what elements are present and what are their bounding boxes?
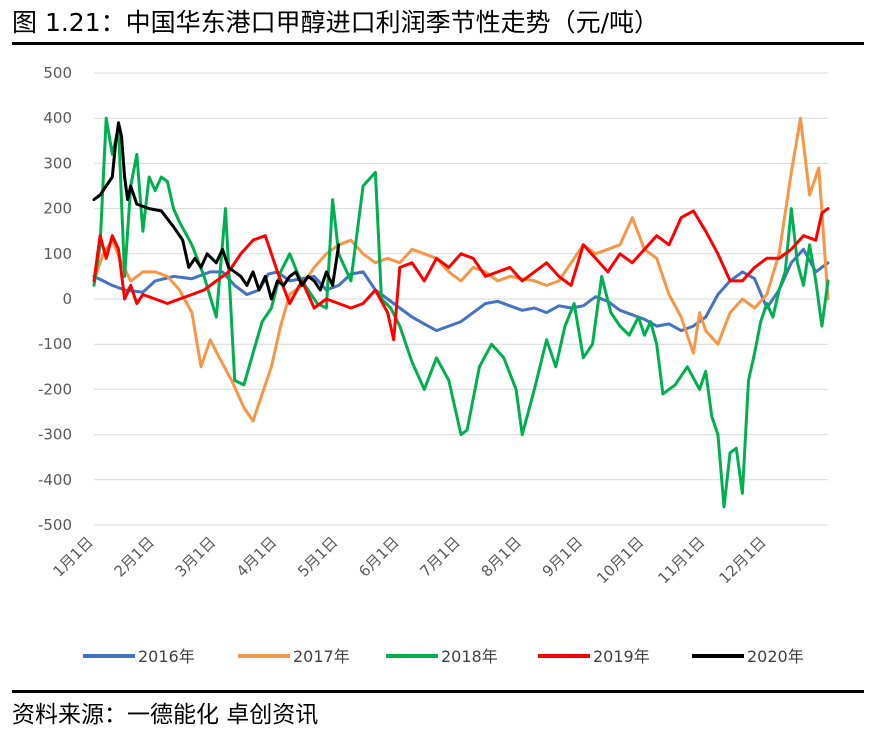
x-tick-label: 8月1日: [478, 533, 525, 580]
footer-divider: [12, 690, 864, 693]
source-note: 资料来源：一德能化 卓创资讯: [12, 702, 319, 728]
x-tick-label: 4月1日: [233, 533, 280, 580]
x-tick-label: 2月1日: [111, 533, 158, 580]
line-chart: 500 400 300 200 100 0 -100 -200 -300 -400 -500 1月1…: [38, 64, 830, 666]
series-line-2018年: [92, 116, 830, 509]
series-line-2016年: [92, 247, 830, 333]
series-lines: [92, 116, 830, 509]
legend-label: 2016年: [138, 647, 195, 666]
y-tick-label: 0: [62, 290, 72, 308]
x-tick-label: 11月1日: [654, 533, 708, 587]
y-axis-ticks: 500 400 300 200 100 0 -100 -200 -300 -400 -500: [38, 64, 72, 534]
legend-label: 2019年: [593, 647, 650, 666]
x-axis-ticks: 1月1日 2月1日 3月1日 4月1日 5月1日 6月1日 7月1日 8月1日 9月1日 10月1…: [49, 533, 769, 587]
series-line-2020年: [92, 121, 341, 301]
x-tick-label: 1月1日: [49, 533, 96, 580]
y-tick-label: -300: [38, 426, 72, 444]
x-tick-label: 5月1日: [294, 533, 341, 580]
legend-label: 2020年: [747, 647, 804, 666]
y-tick-label: 500: [43, 64, 72, 82]
page-title: 图 1.21：中国华东港口甲醇进口利润季节性走势（元/吨）: [12, 8, 660, 37]
legend: 2016年 2017年 2018年 2019年 2020年: [83, 647, 804, 666]
x-tick-label: 7月1日: [416, 533, 463, 580]
series-line-2017年: [92, 116, 830, 423]
x-tick-label: 6月1日: [355, 533, 402, 580]
x-tick-label: 12月1日: [715, 533, 769, 587]
legend-label: 2018年: [441, 647, 498, 666]
x-tick-label: 10月1日: [593, 533, 647, 587]
y-tick-label: 200: [43, 200, 72, 218]
y-tick-label: -400: [38, 471, 72, 489]
gridlines: [94, 72, 828, 526]
y-tick-label: -500: [38, 516, 72, 534]
y-tick-label: -200: [38, 380, 72, 398]
y-tick-label: -100: [38, 335, 72, 353]
legend-label: 2017年: [293, 647, 350, 666]
y-tick-label: 100: [43, 245, 72, 263]
y-tick-label: 300: [43, 154, 72, 172]
series-line-2019年: [92, 207, 830, 342]
x-tick-label: 3月1日: [172, 533, 219, 580]
title-divider: [12, 42, 864, 45]
y-tick-label: 400: [43, 109, 72, 127]
x-tick-label: 9月1日: [539, 533, 586, 580]
